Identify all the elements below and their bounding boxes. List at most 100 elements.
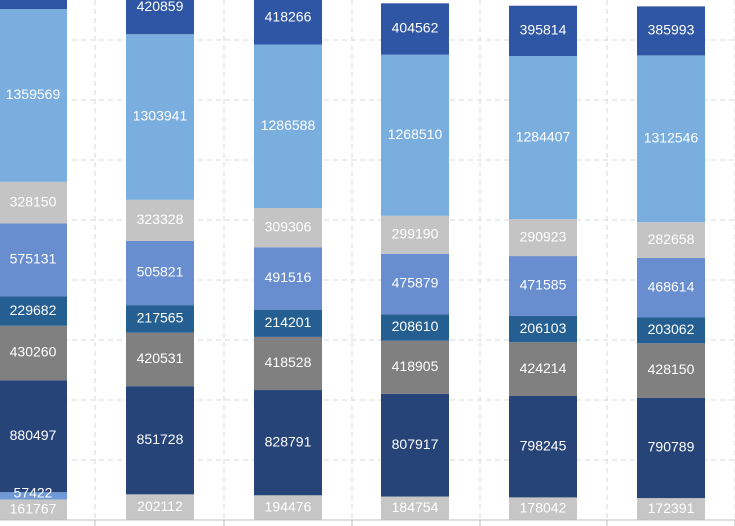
bar-segment	[637, 257, 705, 318]
bar-segment	[126, 34, 194, 200]
bar-segment	[126, 332, 194, 387]
bar-stack	[0, 0, 67, 520]
bar-stack	[126, 0, 194, 520]
bar-segment	[637, 6, 705, 56]
data-label: 184754	[392, 499, 439, 515]
bar-segment	[509, 396, 577, 498]
bar-segment	[381, 496, 449, 520]
data-label: 1303941	[133, 108, 188, 124]
bar-segment	[509, 342, 577, 397]
bar-stack	[254, 0, 322, 520]
data-label: 1268510	[388, 126, 443, 142]
data-label: 880497	[10, 427, 57, 443]
data-label: 178042	[520, 499, 567, 515]
bar-segment	[254, 207, 322, 248]
data-label: 309306	[265, 218, 312, 234]
data-label: 505821	[137, 264, 184, 280]
bar-stack	[637, 6, 705, 520]
data-label: 1286588	[261, 117, 316, 133]
data-label: 418266	[265, 9, 312, 25]
bar-segment	[509, 256, 577, 316]
data-label: 323328	[137, 211, 184, 227]
data-label: 468614	[648, 278, 695, 294]
data-label: 395814	[520, 22, 567, 38]
bar-segment	[126, 0, 194, 35]
data-label: 229682	[10, 302, 57, 318]
data-label: 420531	[137, 350, 184, 366]
bar-segment	[254, 336, 322, 391]
bar-segment	[0, 325, 67, 381]
bar-segment	[126, 240, 194, 306]
data-label: 1359569	[6, 86, 61, 102]
bar-segment	[0, 499, 67, 520]
bar-segment	[509, 219, 577, 257]
bar-segment	[0, 181, 67, 224]
data-label: 57422	[14, 485, 53, 501]
bar-segment	[254, 309, 322, 337]
data-label: 790789	[648, 439, 695, 455]
data-label: 217565	[137, 310, 184, 326]
data-label: 471585	[520, 277, 567, 293]
bar-segment	[381, 253, 449, 315]
bar-segment	[254, 0, 322, 45]
bar-segment	[0, 492, 67, 500]
bar-segment	[381, 314, 449, 341]
bar-segment	[509, 315, 577, 343]
bar-segment	[381, 215, 449, 254]
bar-segment	[637, 55, 705, 223]
data-label: 491516	[265, 269, 312, 285]
data-label: 418905	[392, 358, 439, 374]
bar-segment	[254, 390, 322, 496]
bar-segment	[254, 495, 322, 520]
data-label: 430260	[10, 344, 57, 360]
bar-segment	[509, 5, 577, 57]
bar-segment	[254, 44, 322, 208]
data-label: 214201	[265, 314, 312, 330]
data-label: 404562	[392, 20, 439, 36]
data-label: 575131	[10, 251, 57, 267]
bar-segment	[126, 305, 194, 333]
data-label: 424214	[520, 360, 567, 376]
bar-segment	[509, 497, 577, 520]
data-label: 851728	[137, 431, 184, 447]
bar-segment	[0, 9, 67, 182]
data-label: 299190	[392, 226, 439, 242]
data-label: 161767	[10, 500, 57, 516]
data-label: 206103	[520, 320, 567, 336]
bar-segment	[0, 0, 67, 10]
data-label: 202112	[137, 498, 183, 514]
data-label: 282658	[648, 231, 695, 247]
bar-segment	[126, 494, 194, 520]
bar-segment	[254, 247, 322, 310]
data-label: 194476	[265, 498, 312, 514]
data-label: 418528	[265, 354, 312, 370]
bar-segment	[126, 199, 194, 241]
bar-segment	[0, 380, 67, 493]
data-label: 1312546	[644, 129, 699, 145]
data-label: 798245	[520, 437, 567, 453]
data-label: 208610	[392, 318, 439, 334]
data-label: 428150	[648, 361, 695, 377]
data-label: 420859	[137, 0, 184, 14]
data-label: 475879	[392, 275, 439, 291]
data-label: 828791	[265, 433, 312, 449]
bar-segment	[0, 296, 67, 326]
data-label: 290923	[520, 228, 567, 244]
bar-segment	[637, 317, 705, 344]
bar-stack	[509, 5, 577, 520]
data-label: 172391	[648, 500, 695, 516]
bar-segment	[637, 343, 705, 398]
bar-stack	[381, 3, 449, 520]
data-label: 385993	[648, 22, 695, 38]
bar-segment	[637, 498, 705, 520]
bar-segment	[381, 3, 449, 55]
bar-segment	[381, 393, 449, 497]
data-label: 1284407	[516, 128, 571, 144]
data-label: 328150	[10, 193, 57, 209]
bar-segment	[637, 397, 705, 499]
bar-segment	[509, 56, 577, 220]
bar-segment	[0, 223, 67, 297]
